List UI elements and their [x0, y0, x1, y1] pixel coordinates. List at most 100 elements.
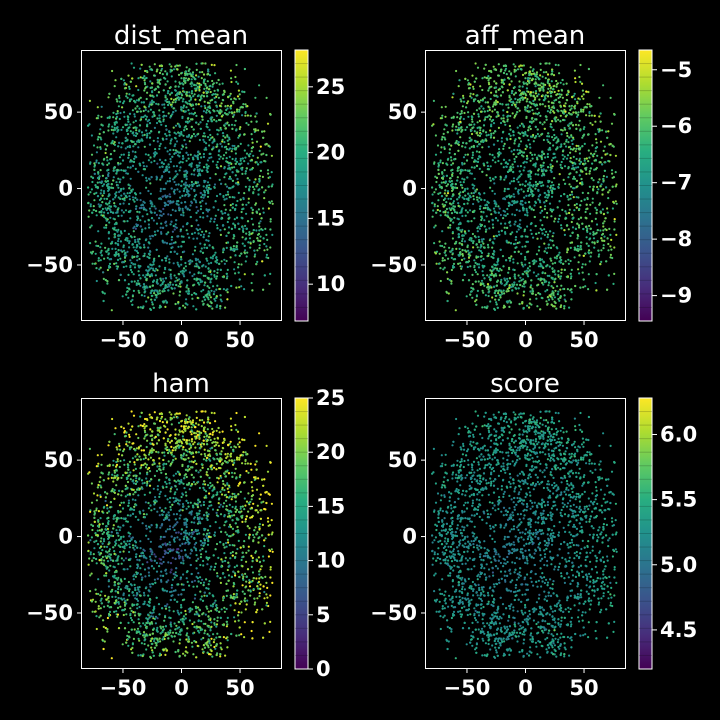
- scatter-point: [179, 151, 182, 154]
- scatter-point: [191, 184, 194, 188]
- scatter-point: [602, 175, 606, 178]
- scatter-point: [226, 107, 229, 110]
- scatter-point: [192, 113, 195, 116]
- scatter-point: [122, 265, 125, 269]
- scatter-point: [548, 274, 551, 277]
- scatter-point: [89, 191, 92, 194]
- scatter-point: [255, 112, 258, 115]
- scatter-point: [243, 192, 246, 195]
- scatter-point: [135, 255, 139, 258]
- scatter-point: [135, 282, 138, 285]
- scatter-point: [178, 290, 182, 293]
- scatter-point: [166, 98, 169, 101]
- scatter-point: [550, 259, 553, 262]
- scatter-point: [198, 161, 201, 164]
- scatter-point: [242, 227, 245, 230]
- scatter-point: [142, 243, 146, 246]
- scatter-point: [106, 203, 109, 206]
- scatter-point: [203, 243, 206, 246]
- scatter-point: [577, 218, 580, 221]
- scatter-point: [560, 160, 563, 164]
- scatter-point: [498, 274, 501, 277]
- scatter-point: [454, 309, 457, 312]
- scatter-point: [168, 153, 171, 156]
- scatter-point: [107, 186, 110, 190]
- scatter-point: [521, 85, 524, 88]
- scatter-point: [168, 134, 171, 137]
- scatter-point: [138, 162, 141, 165]
- scatter-point: [252, 229, 255, 232]
- scatter-point: [210, 277, 213, 280]
- scatter-point: [120, 232, 123, 235]
- scatter-point: [211, 136, 214, 139]
- scatter-point: [169, 139, 172, 142]
- scatter-point: [137, 170, 140, 173]
- scatter-point: [595, 211, 598, 214]
- scatter-point: [156, 282, 159, 285]
- scatter-point: [139, 219, 142, 222]
- x-tick-label: 0: [174, 328, 189, 352]
- scatter-point: [188, 120, 191, 123]
- scatter-point: [202, 73, 206, 76]
- scatter-point: [97, 259, 100, 262]
- scatter-point: [182, 304, 185, 307]
- scatter-point: [260, 161, 263, 164]
- scatter-point: [208, 305, 211, 308]
- scatter-point: [132, 273, 135, 276]
- scatter-point: [154, 274, 157, 277]
- scatter-point: [232, 115, 235, 118]
- scatter-point: [149, 192, 152, 195]
- scatter-point: [143, 75, 146, 78]
- scatter-point: [103, 257, 106, 260]
- scatter-point: [248, 179, 251, 182]
- scatter-point: [202, 138, 205, 141]
- scatter-point: [131, 298, 134, 301]
- scatter-point: [225, 272, 228, 275]
- scatter-point: [234, 148, 237, 151]
- scatter-point: [263, 274, 266, 277]
- scatter-point: [222, 195, 225, 198]
- scatter-point: [159, 187, 162, 190]
- scatter-point: [245, 203, 248, 206]
- scatter-point: [572, 175, 576, 178]
- scatter-point: [120, 77, 123, 80]
- scatter-point: [559, 163, 562, 166]
- scatter-point: [170, 75, 173, 78]
- scatter-point: [215, 295, 218, 298]
- scatter-point: [191, 232, 194, 235]
- scatter-point: [183, 250, 186, 253]
- scatter-point: [178, 282, 181, 285]
- scatter-point: [134, 249, 137, 252]
- scatter-point: [153, 230, 156, 233]
- scatter-point: [541, 281, 544, 284]
- scatter-point: [91, 250, 95, 253]
- scatter-point: [205, 111, 208, 114]
- scatter-point: [126, 290, 129, 293]
- scatter-point: [249, 152, 252, 155]
- scatter-point: [217, 208, 220, 211]
- scatter-point: [231, 179, 234, 182]
- scatter-point: [187, 109, 190, 112]
- scatter-point: [141, 203, 144, 206]
- panel-title: aff_mean: [465, 21, 586, 51]
- scatter-point: [257, 129, 260, 132]
- scatter-point: [224, 127, 227, 130]
- scatter-point: [148, 65, 151, 68]
- scatter-point: [179, 166, 182, 169]
- scatter-point: [537, 154, 540, 157]
- scatter-point: [470, 192, 473, 195]
- scatter-point: [578, 75, 581, 79]
- scatter-point: [92, 208, 95, 212]
- scatter-point: [126, 220, 129, 223]
- scatter-point: [205, 293, 208, 296]
- scatter-point: [195, 121, 198, 124]
- scatter-point: [490, 286, 493, 289]
- scatter-point: [208, 208, 211, 211]
- scatter-point: [108, 202, 111, 205]
- scatter-point: [537, 168, 540, 171]
- scatter-point: [216, 224, 219, 227]
- scatter-point: [162, 300, 165, 303]
- scatter-point: [202, 196, 205, 199]
- scatter-point: [106, 268, 109, 272]
- scatter-point: [150, 130, 153, 133]
